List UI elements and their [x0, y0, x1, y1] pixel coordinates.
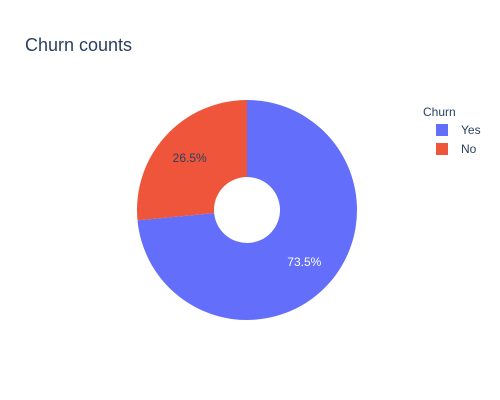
legend-label-no: No: [461, 142, 477, 156]
legend-swatch-yes: [436, 124, 448, 136]
legend-swatch-no: [436, 143, 448, 155]
slice-percent-label-yes: 73.5%: [287, 255, 321, 269]
pie-slice-no[interactable]: [137, 100, 247, 221]
pie-slice-yes[interactable]: [137, 100, 358, 320]
legend-items: Yes No: [436, 123, 481, 156]
legend-item-no[interactable]: No: [436, 142, 477, 156]
legend: Churn Yes No: [423, 105, 481, 156]
legend-label-yes: Yes: [461, 123, 481, 137]
pie-slice-labels: 73.5% 26.5%: [173, 151, 322, 269]
legend-title: Churn: [423, 105, 456, 119]
slice-percent-label-no: 26.5%: [173, 151, 207, 165]
legend-item-yes[interactable]: Yes: [436, 123, 481, 137]
chart-title: Churn counts: [25, 35, 132, 55]
pie-slices: [137, 100, 358, 320]
